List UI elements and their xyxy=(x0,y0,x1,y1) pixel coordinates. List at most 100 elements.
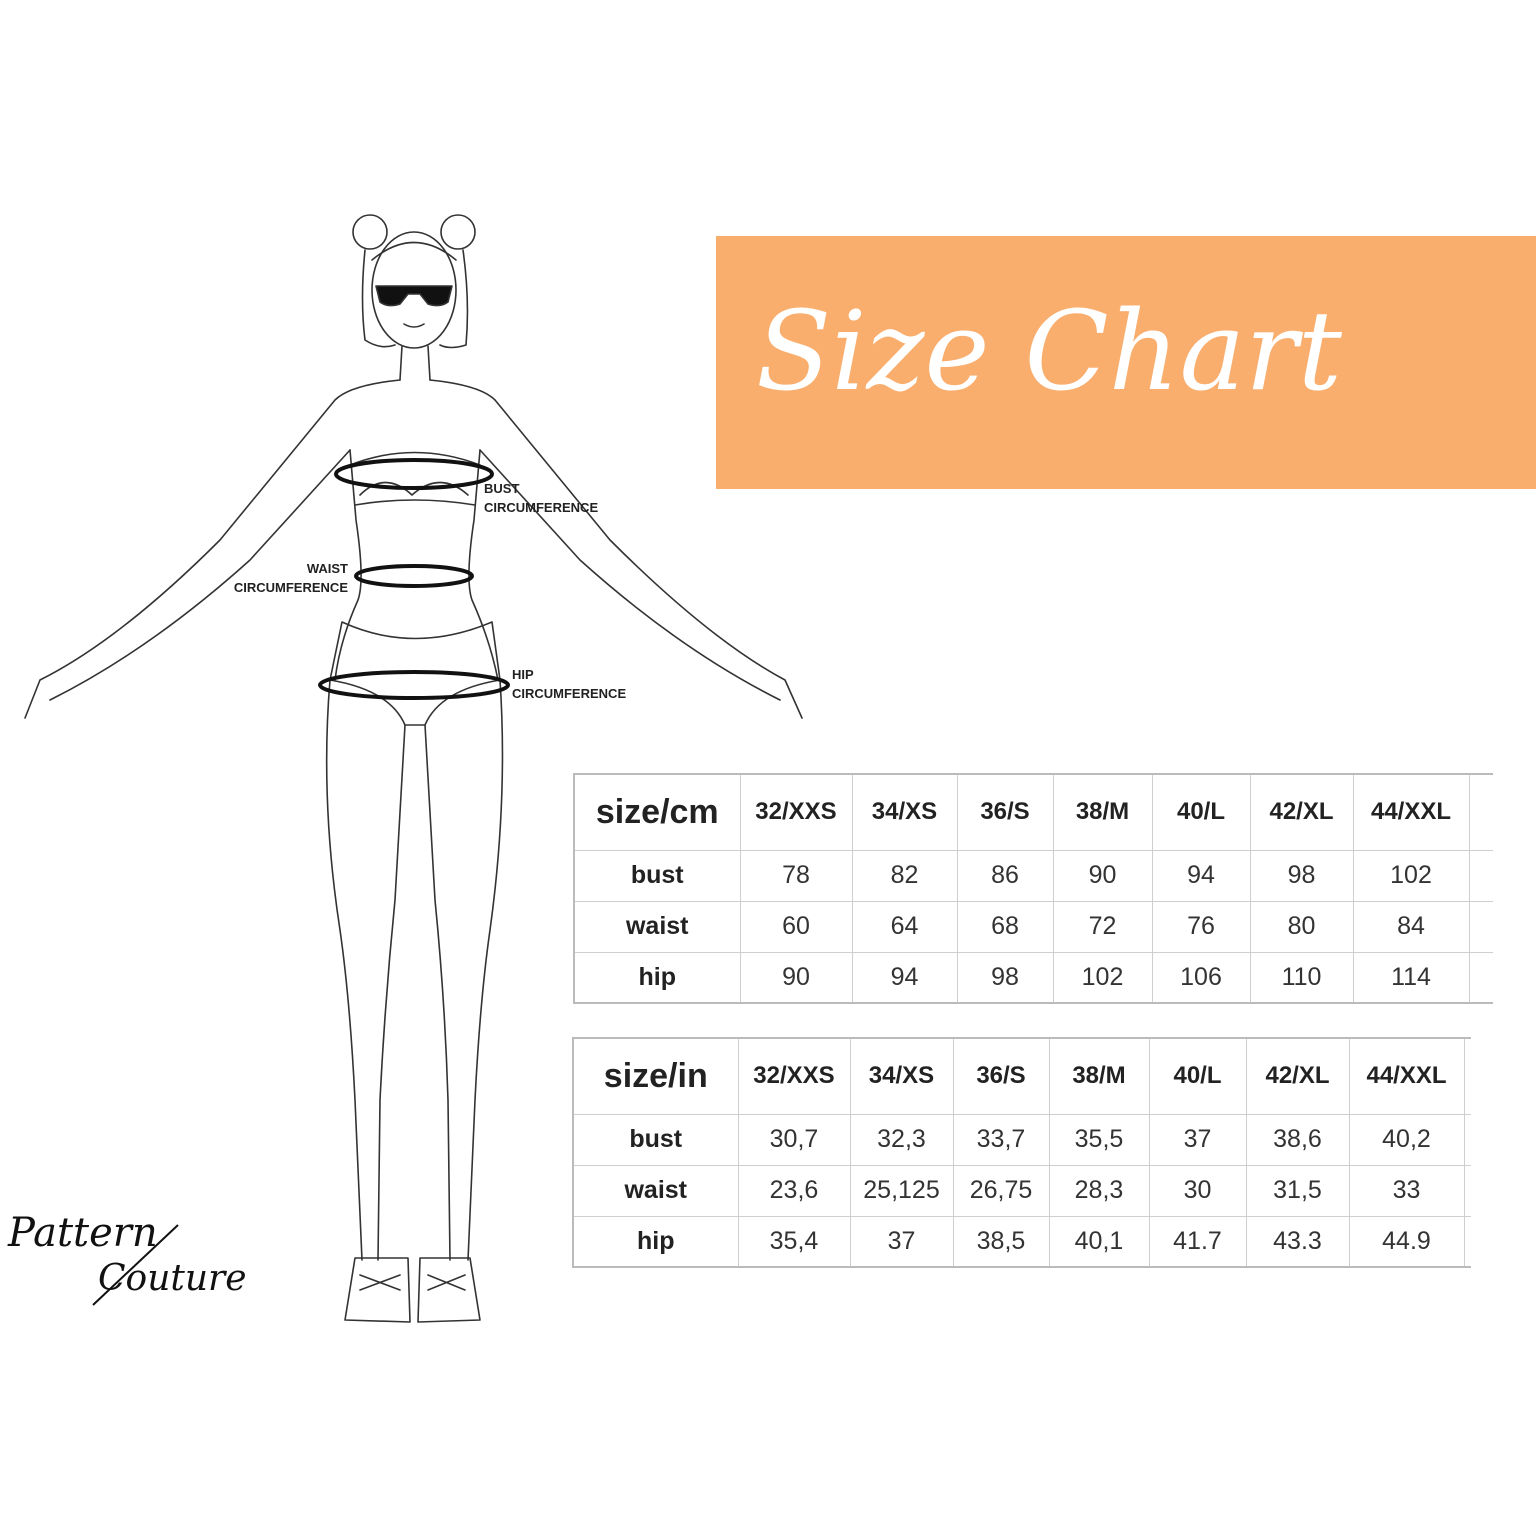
cell: 72 xyxy=(1052,900,1153,953)
label-line: CIRCUMFERENCE xyxy=(484,500,599,515)
table-edge xyxy=(1468,900,1493,953)
sneakers xyxy=(344,1257,481,1323)
needle-icon xyxy=(92,1224,179,1306)
label-line: HIP xyxy=(512,667,534,682)
cell: 114 xyxy=(1352,951,1470,1004)
table-edge xyxy=(1463,1164,1471,1217)
body-figure-illustration xyxy=(24,214,803,1323)
cell: 41.7 xyxy=(1148,1215,1247,1268)
bust-circumference-label: BUST CIRCUMFERENCE xyxy=(484,479,598,517)
cell: 44.9 xyxy=(1348,1215,1465,1268)
cell: 37 xyxy=(849,1215,954,1268)
cell: 98 xyxy=(956,951,1054,1004)
cell: 110 xyxy=(1249,951,1354,1004)
hair-bun-right xyxy=(440,214,476,250)
table-row: hip 90 94 98 102 106 110 114 xyxy=(573,951,1493,1004)
table-edge xyxy=(1463,1113,1471,1166)
cell: 25,125 xyxy=(849,1164,954,1217)
row-label: waist xyxy=(573,900,741,953)
table-row: bust 30,7 32,3 33,7 35,5 37 38,6 40,2 xyxy=(572,1113,1471,1166)
cell: 90 xyxy=(739,951,853,1004)
size-header: 32/XXS xyxy=(739,773,853,851)
cell: 30,7 xyxy=(737,1113,851,1166)
title-banner: Size Chart xyxy=(716,236,1536,489)
cell: 64 xyxy=(851,900,958,953)
size-header: 40/L xyxy=(1151,773,1251,851)
logo-line-1: Pattern xyxy=(8,1210,158,1256)
table-row: waist 60 64 68 72 76 80 84 xyxy=(573,900,1493,953)
label-line: BUST xyxy=(484,481,520,496)
cell: 33 xyxy=(1348,1164,1465,1217)
table-header-row: size/cm 32/XXS 34/XS 36/S 38/M 40/L 42/X… xyxy=(573,773,1493,851)
cell: 38,6 xyxy=(1245,1113,1350,1166)
table-edge xyxy=(1468,849,1493,902)
hair-bun-left xyxy=(352,214,388,250)
cell: 106 xyxy=(1151,951,1251,1004)
cell: 28,3 xyxy=(1048,1164,1150,1217)
unit-label: size/in xyxy=(572,1037,739,1115)
cell: 35,4 xyxy=(737,1215,851,1268)
cell: 86 xyxy=(956,849,1054,902)
label-line: CIRCUMFERENCE xyxy=(233,580,348,595)
unit-label: size/cm xyxy=(573,773,741,851)
row-label: bust xyxy=(573,849,741,902)
cell: 98 xyxy=(1249,849,1354,902)
row-label: hip xyxy=(573,951,741,1004)
bust-band xyxy=(334,458,494,490)
size-header: 40/L xyxy=(1148,1037,1247,1115)
cell: 32,3 xyxy=(849,1113,954,1166)
waist-circumference-label: WAIST CIRCUMFERENCE xyxy=(228,559,348,597)
hair xyxy=(361,249,469,349)
table-edge xyxy=(1463,1215,1471,1268)
size-header: 38/M xyxy=(1048,1037,1150,1115)
cell: 35,5 xyxy=(1048,1113,1150,1166)
table-edge xyxy=(1463,1037,1471,1115)
table-edge xyxy=(1468,773,1493,851)
cell: 76 xyxy=(1151,900,1251,953)
size-header: 44/XXL xyxy=(1348,1037,1465,1115)
cell: 102 xyxy=(1352,849,1470,902)
cell: 80 xyxy=(1249,900,1354,953)
row-label: hip xyxy=(572,1215,739,1268)
size-header: 38/M xyxy=(1052,773,1153,851)
cell: 84 xyxy=(1352,900,1470,953)
cell: 102 xyxy=(1052,951,1153,1004)
size-header: 42/XL xyxy=(1245,1037,1350,1115)
cell: 37 xyxy=(1148,1113,1247,1166)
table-header-row: size/in 32/XXS 34/XS 36/S 38/M 40/L 42/X… xyxy=(572,1037,1471,1115)
brand-logo: Pattern Couture xyxy=(8,1210,248,1320)
waist-band xyxy=(354,564,474,588)
cell: 33,7 xyxy=(952,1113,1050,1166)
cell: 82 xyxy=(851,849,958,902)
size-header: 42/XL xyxy=(1249,773,1354,851)
size-header: 34/XS xyxy=(849,1037,954,1115)
table-row: hip 35,4 37 38,5 40,1 41.7 43.3 44.9 xyxy=(572,1215,1471,1268)
cell: 26,75 xyxy=(952,1164,1050,1217)
cell: 94 xyxy=(851,951,958,1004)
head xyxy=(371,231,457,349)
table-edge xyxy=(1468,951,1493,1004)
cell: 30 xyxy=(1148,1164,1247,1217)
hip-circumference-label: HIP CIRCUMFERENCE xyxy=(512,665,626,703)
logo-line-2: Couture xyxy=(98,1258,247,1299)
row-label: bust xyxy=(572,1113,739,1166)
cell: 38,5 xyxy=(952,1215,1050,1268)
size-table-in: size/in 32/XXS 34/XS 36/S 38/M 40/L 42/X… xyxy=(572,1037,1471,1268)
row-label: waist xyxy=(572,1164,739,1217)
table-row: waist 23,6 25,125 26,75 28,3 30 31,5 33 xyxy=(572,1164,1471,1217)
cell: 90 xyxy=(1052,849,1153,902)
page-title: Size Chart xyxy=(756,287,1342,415)
cell: 68 xyxy=(956,900,1054,953)
hip-band xyxy=(318,670,510,700)
size-header: 36/S xyxy=(952,1037,1050,1115)
size-header: 36/S xyxy=(956,773,1054,851)
sunglasses-icon xyxy=(375,285,453,307)
table-row: bust 78 82 86 90 94 98 102 xyxy=(573,849,1493,902)
label-line: WAIST xyxy=(306,561,348,576)
cell: 94 xyxy=(1151,849,1251,902)
cell: 23,6 xyxy=(737,1164,851,1217)
cell: 31,5 xyxy=(1245,1164,1350,1217)
size-header: 32/XXS xyxy=(737,1037,851,1115)
cell: 40,1 xyxy=(1048,1215,1150,1268)
size-header: 44/XXL xyxy=(1352,773,1470,851)
